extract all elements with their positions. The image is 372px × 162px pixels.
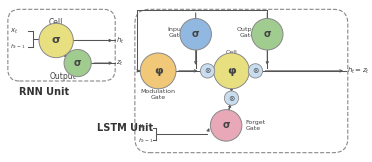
Text: ⊗: ⊗ bbox=[228, 94, 235, 103]
Text: φ: φ bbox=[154, 66, 163, 76]
Circle shape bbox=[211, 110, 242, 141]
Text: σ: σ bbox=[222, 120, 230, 130]
Text: Output: Output bbox=[50, 72, 77, 81]
Circle shape bbox=[201, 64, 215, 78]
Text: φ: φ bbox=[227, 66, 236, 76]
Circle shape bbox=[180, 18, 211, 50]
Text: $h_t = z_t$: $h_t = z_t$ bbox=[347, 66, 370, 76]
Text: Input
Modulation
Gate: Input Modulation Gate bbox=[141, 83, 176, 100]
Circle shape bbox=[224, 91, 239, 105]
Circle shape bbox=[39, 23, 73, 58]
Circle shape bbox=[214, 53, 249, 89]
Text: Input
Gate: Input Gate bbox=[168, 27, 184, 38]
Text: $x_t$: $x_t$ bbox=[10, 27, 18, 36]
Text: $x_t$: $x_t$ bbox=[138, 123, 147, 132]
Circle shape bbox=[140, 53, 176, 89]
Text: σ: σ bbox=[52, 35, 61, 46]
Text: ⊗: ⊗ bbox=[252, 66, 259, 75]
Text: ⊗: ⊗ bbox=[204, 66, 211, 75]
Circle shape bbox=[248, 64, 263, 78]
Text: σ: σ bbox=[192, 29, 199, 39]
Text: $h_t$: $h_t$ bbox=[116, 35, 125, 46]
Text: Output
Gate: Output Gate bbox=[237, 27, 259, 38]
Circle shape bbox=[64, 49, 91, 77]
Circle shape bbox=[251, 18, 283, 50]
Text: Cell: Cell bbox=[49, 18, 63, 27]
Text: LSTM Unit: LSTM Unit bbox=[97, 123, 153, 133]
Text: Cell: Cell bbox=[225, 50, 237, 55]
Text: $h_{t-1}$: $h_{t-1}$ bbox=[138, 136, 154, 145]
Text: Forget
Gate: Forget Gate bbox=[246, 120, 266, 131]
Text: $h_{t-1}$: $h_{t-1}$ bbox=[10, 42, 25, 51]
Text: σ: σ bbox=[74, 58, 81, 68]
Text: σ: σ bbox=[263, 29, 271, 39]
Text: $z_t$: $z_t$ bbox=[116, 58, 124, 68]
Text: RNN Unit: RNN Unit bbox=[19, 87, 69, 97]
